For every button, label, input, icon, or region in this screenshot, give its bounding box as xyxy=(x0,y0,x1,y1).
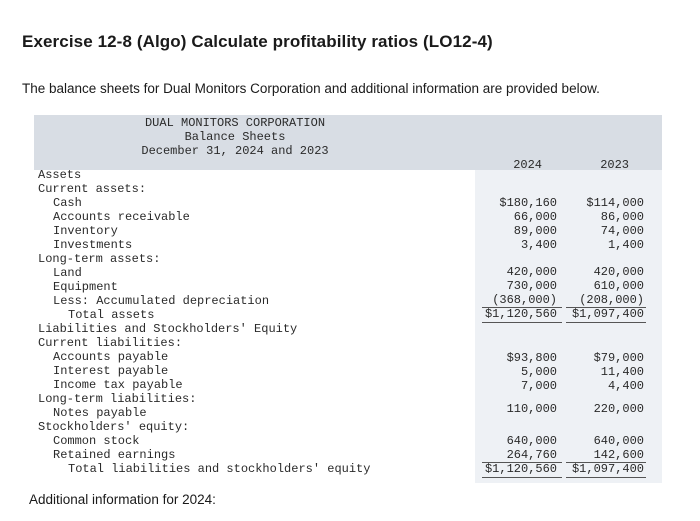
total-underline xyxy=(566,322,646,323)
exercise-heading: Exercise 12-8 (Algo) Calculate profitabi… xyxy=(22,32,493,51)
value-2024: 66,000 xyxy=(513,210,557,224)
row-label: Equipment xyxy=(53,280,118,294)
value-2024: 5,000 xyxy=(520,365,557,379)
row-label: Interest payable xyxy=(53,364,169,378)
value-2024: 89,000 xyxy=(513,224,557,238)
value-2024: 264,760 xyxy=(506,448,557,462)
value-2023: $114,000 xyxy=(586,196,644,210)
value-2023: (208,000) xyxy=(579,293,644,307)
total-underline xyxy=(566,307,646,308)
value-2023: 4,400 xyxy=(607,379,644,393)
row-label: Total assets xyxy=(68,308,155,322)
total-underline xyxy=(482,462,562,463)
row-label: Common stock xyxy=(53,434,140,448)
value-2023: $79,000 xyxy=(593,351,644,365)
value-2023: 142,600 xyxy=(593,448,644,462)
label-column xyxy=(34,170,475,483)
value-2023: 420,000 xyxy=(593,265,644,279)
value-2023: 86,000 xyxy=(600,210,644,224)
value-2024: 7,000 xyxy=(520,379,557,393)
value-2024: 730,000 xyxy=(506,279,557,293)
row-label: Current assets: xyxy=(38,182,147,196)
value-2023: 1,400 xyxy=(607,238,644,252)
statement-title: Balance Sheets xyxy=(184,130,286,144)
value-2023: 74,000 xyxy=(600,224,644,238)
total-underline xyxy=(566,477,646,478)
row-label: Less: Accumulated depreciation xyxy=(53,294,270,308)
value-2023: 610,000 xyxy=(593,279,644,293)
table-header-band xyxy=(34,115,662,170)
total-underline xyxy=(482,322,562,323)
row-label: Liabilities and Stockholders' Equity xyxy=(38,322,298,336)
row-label: Inventory xyxy=(53,224,118,238)
row-label: Long-term liabilities: xyxy=(38,392,197,406)
value-2024: $1,120,560 xyxy=(484,307,557,321)
value-2024: 420,000 xyxy=(506,265,557,279)
total-underline xyxy=(482,307,562,308)
value-2024: $1,120,560 xyxy=(484,462,557,476)
row-label: Accounts receivable xyxy=(53,210,190,224)
row-label: Assets xyxy=(38,168,82,182)
value-2024: 3,400 xyxy=(520,238,557,252)
row-label: Long-term assets: xyxy=(38,252,161,266)
value-2024: $180,160 xyxy=(499,196,557,210)
row-label: Investments xyxy=(53,238,133,252)
value-2024: $93,800 xyxy=(506,351,557,365)
value-2023: $1,097,400 xyxy=(571,307,644,321)
values-column xyxy=(475,170,662,483)
total-underline xyxy=(566,462,646,463)
value-2024: 110,000 xyxy=(506,402,557,416)
row-label: Retained earnings xyxy=(53,448,176,462)
intro-text: The balance sheets for Dual Monitors Cor… xyxy=(22,81,600,96)
total-underline xyxy=(482,477,562,478)
row-label: Income tax payable xyxy=(53,378,183,392)
row-label: Current liabilities: xyxy=(38,336,183,350)
year-2024-header: 2024 xyxy=(513,158,542,172)
year-2023-header: 2023 xyxy=(600,158,629,172)
row-label: Notes payable xyxy=(53,406,147,420)
additional-info-label: Additional information for 2024: xyxy=(29,492,216,507)
company-name: DUAL MONITORS CORPORATION xyxy=(144,116,326,130)
value-2023: $1,097,400 xyxy=(571,462,644,476)
row-label: Accounts payable xyxy=(53,350,169,364)
balance-sheet-table: DUAL MONITORS CORPORATION Balance Sheets… xyxy=(34,115,662,483)
value-2023: 640,000 xyxy=(593,434,644,448)
value-2024: (368,000) xyxy=(492,293,557,307)
value-2024: 640,000 xyxy=(506,434,557,448)
row-label: Land xyxy=(53,266,82,280)
row-label: Stockholders' equity: xyxy=(38,420,190,434)
value-2023: 11,400 xyxy=(600,365,644,379)
row-label: Cash xyxy=(53,196,82,210)
value-2023: 220,000 xyxy=(593,402,644,416)
row-label: Total liabilities and stockholders' equi… xyxy=(68,462,371,476)
statement-date: December 31, 2024 and 2023 xyxy=(141,144,329,158)
